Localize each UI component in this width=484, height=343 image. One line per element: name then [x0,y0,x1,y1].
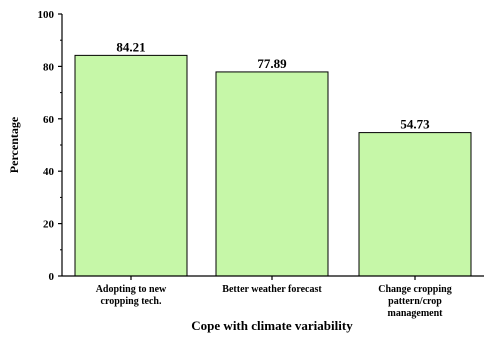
x-tick-label: Change cropping [378,284,451,295]
x-tick-label: Better weather forecast [222,284,322,295]
x-tick-label: management [388,308,444,319]
y-tick-label: 40 [43,166,55,178]
y-axis-title: Percentage [7,116,21,173]
bar-value-label: 54.73 [400,117,430,132]
bars-group: 84.21 77.89 54.73 [75,39,471,276]
bar-value-label: 84.21 [116,39,145,54]
bar [216,72,328,276]
bar [359,133,471,276]
y-tick-label: 20 [43,219,55,231]
x-tick-label: Adopting to new [96,284,167,295]
y-tick-label: 80 [43,61,55,73]
y-tick-label: 60 [43,114,55,126]
y-tick-label: 100 [38,9,55,21]
x-tick-label: pattern/crop [388,296,442,307]
bar [75,55,187,276]
bar-value-label: 77.89 [257,56,287,71]
x-axis-title: Cope with climate variability [191,318,353,333]
y-tick-label: 0 [49,271,55,283]
x-tick-label: cropping tech. [101,296,162,307]
